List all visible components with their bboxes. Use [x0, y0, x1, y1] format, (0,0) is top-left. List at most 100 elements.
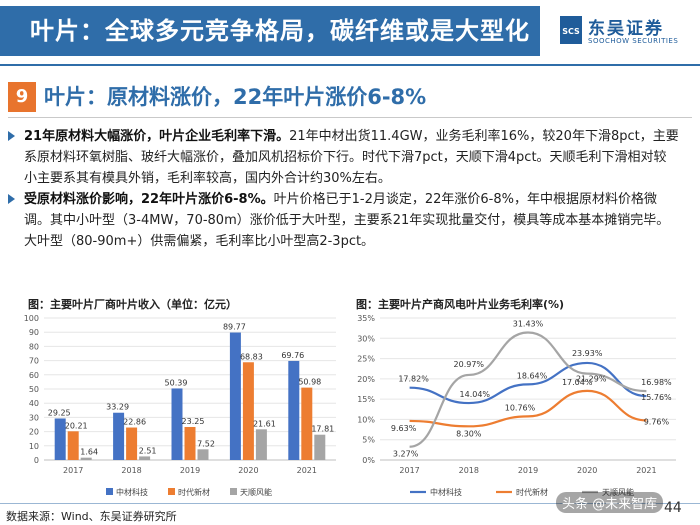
y-tick-label: 50: [29, 385, 39, 394]
y-tick-label: 80: [29, 342, 39, 351]
series-line: [409, 389, 647, 428]
bar-value-label: 23.25: [182, 417, 205, 426]
bar: [184, 426, 196, 460]
bar-value-label: 69.76: [281, 351, 304, 360]
paragraph-1: 21年原材料大幅涨价，叶片企业毛利率下滑。21年中材出货11.4GW，业务毛利率…: [8, 126, 679, 189]
section-title: 叶片：原材料涨价，22年叶片涨价6-8%: [44, 85, 427, 109]
point-value-label: 17.82%: [398, 375, 429, 384]
point-value-label: 18.64%: [517, 371, 548, 380]
legend-swatch: [168, 488, 175, 495]
header-rule: [0, 64, 700, 66]
legend-swatch: [106, 488, 113, 495]
legend-label: 时代新材: [178, 487, 210, 497]
left-chart-title: 图：主要叶片厂商叶片收入（单位：亿元）: [28, 298, 237, 311]
bar: [139, 456, 151, 460]
paragraph-2: 受原材料涨价影响，22年叶片涨价6-8%。叶片价格已于1-2月谈定，22年涨价6…: [8, 189, 679, 252]
footer-rule: [0, 503, 700, 504]
bar: [80, 457, 92, 460]
point-value-label: 31.43%: [513, 319, 544, 328]
bullet-icon: [8, 131, 15, 141]
bar-value-label: 29.25: [48, 408, 71, 417]
bullet-icon: [8, 194, 15, 204]
bar-value-label: 7.52: [197, 439, 215, 448]
x-tick-label: 2018: [121, 466, 141, 475]
logo-text-en: SOOCHOW SECURITIES: [588, 37, 679, 45]
top-bar: 叶片：全球多元竞争格局，碳纤维或是大型化趋势 SCS 东吴证券 SOOCHOW …: [0, 0, 700, 95]
right-chart-title: 图：主要叶片产商风电叶片业务毛利率(%): [356, 298, 565, 311]
section-divider: [8, 117, 692, 118]
x-tick-label: 2021: [297, 466, 317, 475]
point-value-label: 20.97%: [454, 360, 485, 369]
point-value-label: 14.04%: [460, 390, 491, 399]
y-tick-label: 10%: [357, 415, 375, 424]
y-tick-label: 40: [29, 399, 39, 408]
data-source: 数据来源：Wind、东吴证券研究所: [6, 510, 177, 523]
series-line: [409, 361, 647, 405]
x-tick-label: 2017: [399, 466, 419, 475]
x-tick-label: 2018: [459, 466, 479, 475]
bar: [301, 387, 313, 460]
point-value-label: 15.76%: [641, 393, 672, 402]
bar-value-label: 50.39: [165, 378, 188, 387]
brand-logo: SCS 东吴证券 SOOCHOW SECURITIES: [560, 10, 690, 54]
paragraph-2-text: 叶片价格已于1-2月谈定，22年涨价6-8%，年中根据原材料价格微调。其中小叶型…: [24, 192, 670, 249]
legend-label: 中材科技: [116, 487, 148, 497]
bar: [113, 412, 125, 460]
x-tick-label: 2020: [577, 466, 597, 475]
x-tick-label: 2021: [636, 466, 656, 475]
y-tick-label: 25%: [357, 355, 375, 364]
y-tick-label: 15%: [357, 395, 375, 404]
y-tick-label: 10: [29, 442, 39, 451]
point-value-label: 23.93%: [572, 349, 603, 358]
page-number: 44: [664, 500, 682, 516]
point-value-label: 17.04%: [562, 378, 593, 387]
y-tick-label: 0%: [362, 456, 375, 465]
y-tick-label: 100: [24, 314, 39, 323]
y-tick-label: 0: [34, 456, 39, 465]
point-value-label: 8.30%: [456, 429, 482, 438]
point-value-label: 21.29%: [576, 375, 607, 384]
margin-line-chart: 0% 5% 10% 15% 20% 25% 30% 35% 2017 2018 2019 2020 20…: [357, 314, 676, 497]
y-tick-label: 20%: [357, 375, 375, 384]
bar-value-label: 22.86: [123, 418, 146, 427]
point-value-label: 3.27%: [393, 450, 419, 459]
x-tick-label: 2020: [238, 466, 258, 475]
series-line: [409, 331, 647, 448]
bar-value-label: 1.64: [80, 448, 98, 457]
legend-label: 时代新材: [516, 487, 548, 497]
bar: [197, 449, 209, 460]
bar: [54, 418, 66, 460]
bar-value-label: 21.61: [253, 419, 276, 428]
y-tick-label: 20: [29, 428, 39, 437]
bar: [171, 388, 183, 460]
x-tick-label: 2019: [180, 466, 200, 475]
bar: [126, 427, 138, 460]
paragraph-1-text: 21年中材出货11.4GW，业务毛利率16%，较20年下滑8pct，主要系原材料…: [24, 129, 679, 186]
bar-value-label: 33.29: [106, 403, 129, 412]
bar: [255, 429, 267, 460]
legend-label: 天顺风能: [240, 487, 272, 497]
bar-value-label: 17.81: [311, 425, 334, 434]
point-value-label: 9.63%: [391, 424, 417, 433]
paragraph-2-lead: 受原材料涨价影响，22年叶片涨价6-8%。: [24, 192, 274, 207]
bar-value-label: 50.98: [298, 378, 321, 387]
point-value-label: 9.76%: [644, 417, 670, 426]
y-tick-label: 35%: [357, 314, 375, 323]
watermark: 头条 @未来智库: [556, 492, 664, 513]
bar-value-label: 89.77: [223, 323, 246, 332]
bar-value-label: 2.51: [139, 446, 157, 455]
y-tick-label: 30: [29, 413, 39, 422]
bar-value-label: 20.21: [65, 421, 88, 430]
legend-label: 天顺风能: [602, 487, 634, 497]
bar: [229, 332, 241, 460]
legend-swatch: [230, 488, 237, 495]
y-tick-label: 5%: [362, 436, 375, 445]
legend-label: 中材科技: [430, 487, 462, 497]
y-tick-label: 90: [29, 328, 39, 337]
x-tick-label: 2017: [63, 466, 83, 475]
bar: [288, 360, 300, 460]
x-tick-label: 2019: [518, 466, 538, 475]
point-value-label: 16.98%: [641, 378, 672, 387]
logo-text-cn: 东吴证券: [588, 19, 664, 39]
y-tick-label: 70: [29, 357, 39, 366]
